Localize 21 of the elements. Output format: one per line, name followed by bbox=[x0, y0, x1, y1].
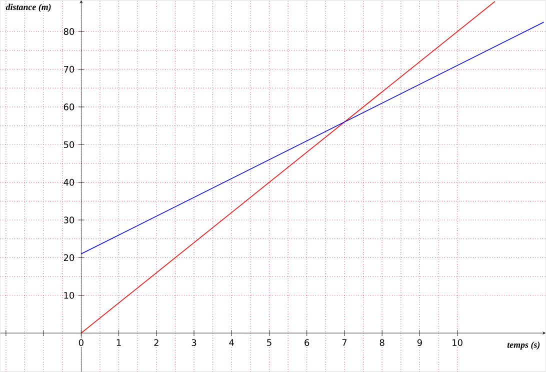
x-tick-label: 8 bbox=[380, 339, 384, 346]
y-tick-label: 30 bbox=[64, 216, 74, 224]
x-tick-label: 2 bbox=[154, 339, 158, 346]
x-tick-label: 6 bbox=[304, 339, 310, 346]
y-tick-label: 20 bbox=[64, 254, 74, 261]
x-tick-label: 7 bbox=[342, 339, 347, 346]
x-tick-label: 5 bbox=[267, 339, 272, 346]
x-tick-label: 9 bbox=[417, 339, 422, 346]
y-tick-label: 70 bbox=[64, 66, 74, 73]
y-axis-title: distance (m) bbox=[6, 4, 51, 12]
y-tick-label: 50 bbox=[64, 141, 74, 148]
x-tick-label: 10 bbox=[452, 339, 462, 346]
y-tick-label: 40 bbox=[64, 178, 74, 186]
y-tick-label: 10 bbox=[64, 292, 74, 299]
x-axis-title: temps (s) bbox=[507, 341, 540, 350]
x-tick-label: 1 bbox=[116, 339, 121, 346]
x-tick-label: 4 bbox=[229, 339, 234, 346]
x-tick-label: 0 bbox=[78, 339, 84, 346]
x-tick-label: 3 bbox=[192, 339, 196, 346]
y-tick-label: 80 bbox=[64, 28, 74, 35]
y-tick-label: 60 bbox=[64, 103, 74, 110]
